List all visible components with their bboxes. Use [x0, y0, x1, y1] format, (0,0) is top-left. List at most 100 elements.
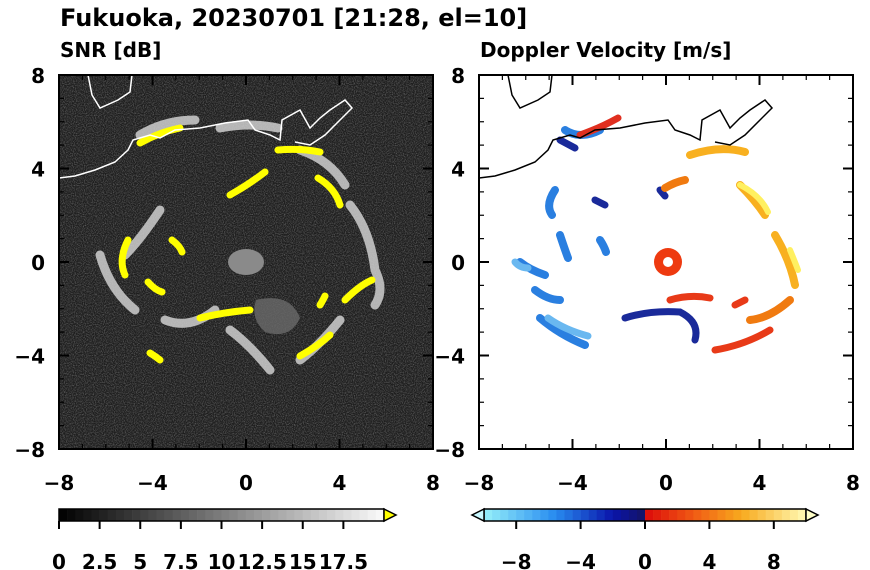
doppler-colorbar-segment	[628, 509, 638, 521]
doppler-colorbar-segment	[765, 509, 775, 521]
doppler-colorbar-segment	[596, 509, 606, 521]
snr-colorbar-segment	[229, 509, 239, 521]
doppler-colorbar-label: 4	[702, 550, 716, 570]
doppler-ytick-label: 8	[451, 64, 465, 88]
snr-colorbar-segment	[164, 509, 174, 521]
snr-colorbar-segment	[189, 509, 198, 521]
snr-colorbar-segment	[213, 509, 222, 521]
snr-panel: SNR [dB] −8 −4 0 4 8 8 4 0 −4 −8 0 2.5 5 7.5 10 12.5 15…	[14, 38, 440, 570]
snr-colorbar-segment	[107, 509, 117, 521]
doppler-colorbar-label: −8	[501, 550, 532, 570]
doppler-coastline-north	[507, 75, 553, 109]
doppler-xtick-label: 0	[659, 471, 673, 495]
snr-colorbar-label: 5	[133, 550, 147, 570]
snr-echo-ring-yellow	[118, 124, 376, 364]
doppler-echo-red	[666, 292, 774, 354]
snr-xtick-label: 8	[426, 471, 440, 495]
snr-colorbar-segment	[359, 509, 369, 521]
doppler-xtick-label: −4	[557, 471, 588, 495]
snr-ytick-label: −4	[14, 345, 45, 369]
doppler-colorbar-segment	[500, 509, 509, 521]
doppler-colorbar-segment	[508, 509, 517, 521]
snr-colorbar-segment	[375, 509, 385, 521]
doppler-colorbar-segment	[741, 509, 750, 521]
snr-colorbar-segment	[59, 509, 68, 521]
doppler-colorbar-segment	[612, 509, 622, 521]
doppler-colorbar-segment	[669, 509, 678, 521]
doppler-colorbar-segment	[556, 509, 565, 521]
snr-colorbar-segment	[99, 509, 109, 521]
doppler-colorbar-over	[805, 507, 820, 523]
doppler-colorbar-segment	[709, 509, 718, 521]
doppler-colorbar-segment	[484, 509, 493, 521]
doppler-axes: −8 −4 0 4 8 8 4 0 −4 −8	[434, 64, 860, 495]
doppler-colorbar-segment	[524, 509, 533, 521]
snr-colorbar: 0 2.5 5 7.5 10 12.5 15 17.5	[52, 507, 398, 570]
doppler-colorbar: −8 −4 0 4 8	[470, 507, 820, 570]
figure-title: Fukuoka, 20230701 [21:28, el=10]	[60, 4, 527, 32]
doppler-echo-lightblue	[511, 258, 592, 340]
snr-colorbar-segment	[180, 509, 190, 521]
doppler-coastline-path	[479, 99, 774, 179]
doppler-colorbar-segment	[492, 509, 501, 521]
snr-colorbar-segment	[197, 509, 206, 521]
snr-colorbar-segment	[115, 509, 125, 521]
snr-colorbar-segment	[254, 509, 263, 521]
snr-xtick-label: −8	[44, 471, 75, 495]
doppler-colorbar-segment	[733, 509, 742, 521]
snr-colorbar-label: 7.5	[163, 550, 198, 570]
snr-xtick-label: −4	[137, 471, 168, 495]
snr-colorbar-segment	[319, 509, 328, 521]
doppler-colorbar-segment	[548, 509, 557, 521]
snr-colorbar-segment	[335, 509, 344, 521]
snr-ytick-label: −8	[14, 438, 45, 462]
snr-colorbar-segment	[278, 509, 287, 521]
doppler-center-hole	[663, 257, 673, 267]
doppler-ytick-label: −4	[434, 345, 465, 369]
snr-colorbar-label: 15	[289, 550, 317, 570]
snr-colorbar-segment	[245, 509, 255, 521]
doppler-ytick-label: 0	[451, 251, 465, 275]
doppler-colorbar-segment	[604, 509, 614, 521]
snr-ytick-label: 4	[31, 158, 45, 182]
snr-colorbar-segment	[286, 509, 295, 521]
doppler-colorbar-segment	[693, 509, 702, 521]
doppler-echo-layer	[511, 114, 801, 354]
snr-colorbar-segment	[221, 509, 230, 521]
snr-colorbar-segment	[75, 509, 84, 521]
doppler-colorbar-segment	[725, 509, 734, 521]
snr-colorbar-segment	[124, 509, 133, 521]
snr-colorbar-segment	[262, 509, 271, 521]
doppler-colorbar-segment	[580, 509, 589, 521]
snr-colorbar-segment	[67, 509, 76, 521]
doppler-ytick-label: 4	[451, 158, 465, 182]
snr-ytick-label: 0	[31, 251, 45, 275]
snr-colorbar-segment	[343, 509, 352, 521]
snr-colorbar-over	[383, 507, 398, 523]
snr-colorbar-segment	[156, 509, 165, 521]
doppler-colorbar-segment	[540, 509, 549, 521]
snr-colorbar-segment	[367, 509, 377, 521]
doppler-colorbar-segment	[645, 509, 654, 521]
doppler-colorbar-segment	[757, 509, 767, 521]
doppler-echo-orange	[661, 176, 794, 324]
doppler-colorbar-segment	[532, 509, 541, 521]
doppler-colorbar-label: −4	[565, 550, 596, 570]
doppler-colorbar-segment	[653, 509, 662, 521]
snr-colorbar-label: 2.5	[82, 550, 117, 570]
doppler-colorbar-segment	[636, 509, 646, 521]
snr-colorbar-segment	[91, 509, 100, 521]
snr-colorbar-segment	[237, 509, 247, 521]
doppler-colorbar-under	[470, 507, 485, 523]
snr-colorbar-segment	[327, 509, 336, 521]
snr-colorbar-segment	[140, 509, 149, 521]
doppler-colorbar-segment	[773, 509, 783, 521]
snr-ytick-label: 8	[31, 64, 45, 88]
doppler-colorbar-segment	[564, 509, 573, 521]
doppler-colorbar-segment	[588, 509, 597, 521]
snr-xtick-label: 0	[239, 471, 253, 495]
doppler-echo-navy	[556, 136, 700, 344]
snr-colorbar-segment	[294, 509, 304, 521]
snr-axes: −8 −4 0 4 8 8 4 0 −4 −8	[14, 64, 440, 495]
snr-colorbar-segment	[148, 509, 157, 521]
